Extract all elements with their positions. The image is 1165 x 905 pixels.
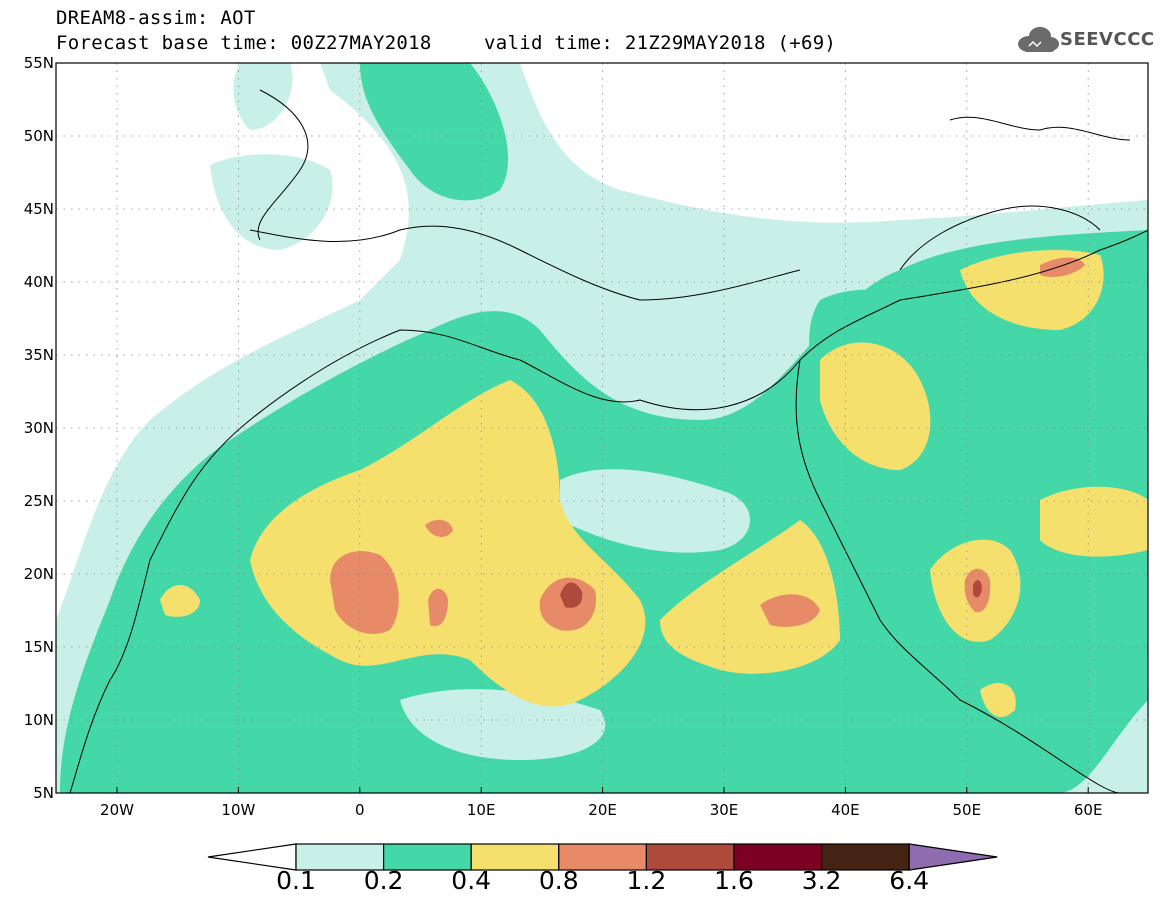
- colorbar-upper-arrow: [908, 843, 998, 871]
- lat-label: 45N: [23, 200, 54, 218]
- lat-label: 10N: [23, 711, 54, 729]
- cloud-icon: [1018, 27, 1059, 52]
- lat-label: 15N: [23, 638, 54, 656]
- colorbar-label: 6.4: [889, 866, 930, 895]
- map-frame: [55, 62, 1149, 794]
- colorbar-label: 3.2: [801, 866, 842, 895]
- lon-label: 60E: [1073, 801, 1103, 819]
- colorbar-label: 0.2: [363, 866, 404, 895]
- lat-label: 5N: [33, 784, 54, 802]
- colorbar-label: 1.2: [626, 866, 667, 895]
- lat-label: 35N: [23, 346, 54, 364]
- colorbar-label: 0.1: [276, 866, 316, 895]
- colorbar: [207, 843, 998, 871]
- lat-label: 20N: [23, 565, 54, 583]
- forecast-base-time: Forecast base time: 00Z27MAY2018: [56, 32, 432, 54]
- logo-text: SEEVCCC: [1060, 29, 1155, 50]
- aot-field: [56, 63, 1148, 793]
- colorbar-label: 0.4: [451, 866, 492, 895]
- valid-time: valid time: 21Z29MAY2018 (+69): [484, 32, 837, 54]
- lon-label: 20W: [100, 801, 134, 819]
- colorbar-swatch: [733, 843, 823, 871]
- coastlines: [69, 89, 1148, 793]
- lon-label: 50E: [952, 801, 982, 819]
- colorbar-swatch: [645, 843, 735, 871]
- lat-label: 25N: [23, 492, 54, 510]
- lon-label: 40E: [831, 801, 860, 819]
- lon-label: 10W: [221, 801, 256, 819]
- colorbar-label: 0.8: [538, 866, 579, 895]
- lat-label: 50N: [23, 127, 54, 145]
- colorbar-label: 1.6: [714, 866, 754, 895]
- map-title: DREAM8-assim: AOT: [56, 7, 256, 29]
- lon-label: 20E: [588, 801, 617, 819]
- colorbar-swatch: [295, 843, 385, 871]
- lat-label: 55N: [23, 54, 54, 72]
- lon-label: 30E: [709, 801, 739, 819]
- graticule: [56, 63, 1148, 793]
- lon-label: 10E: [466, 801, 496, 819]
- colorbar-swatch: [470, 843, 560, 871]
- lon-label: 0: [355, 801, 365, 819]
- lat-label: 30N: [23, 419, 54, 437]
- lat-label: 40N: [23, 273, 54, 291]
